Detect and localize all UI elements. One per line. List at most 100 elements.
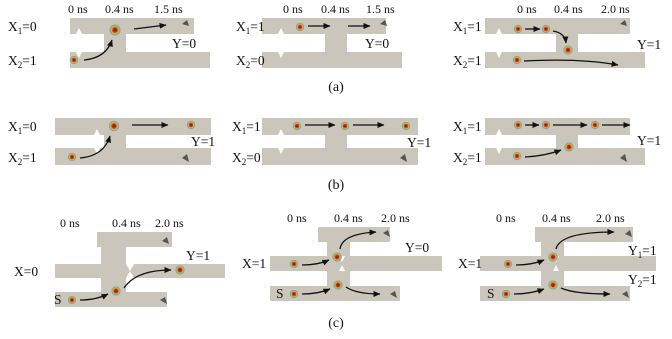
skyrmion (340, 121, 350, 131)
skyrmion (512, 55, 522, 65)
panel-c3: 0 ns 0.4 ns 2.0 ns X=1 S Y1=1 Y2=1 (458, 211, 657, 301)
panel-c1: 0 ns 0.4 ns 2.0 ns X=0 S Y=1 (14, 216, 225, 307)
panel-a1: 0 ns 0.4 ns 1.5 ns X1=0 X2=1 Y=0 (8, 2, 210, 70)
input-label-x1: X1=1 (453, 119, 482, 136)
time-label: 0.4 ns (321, 2, 350, 16)
time-label: 1.5 ns (366, 2, 395, 16)
panel-a3: 0 ns 0.4 ns 2.0 ns X1=1 X2=1 Y=1 (453, 2, 661, 70)
arrow (79, 135, 112, 159)
output-label: Y=1 (637, 133, 661, 148)
input-label-x1: X1=1 (232, 119, 261, 136)
time-label: 2.0 ns (155, 216, 184, 230)
arrow (123, 267, 172, 289)
skyrmion (563, 45, 573, 55)
arrow (555, 229, 615, 250)
time-label: 0.4 ns (112, 216, 141, 230)
skyrmion (503, 259, 513, 269)
input-label-x2: X2=1 (453, 150, 482, 167)
arrow (301, 288, 331, 295)
source-label: S (54, 292, 62, 307)
time-label: 0 ns (60, 216, 80, 230)
arrow (523, 59, 619, 67)
skyrmion (332, 252, 342, 262)
skyrmion (186, 120, 196, 130)
panel-c2: 0 ns 0.4 ns 2.0 ns X=1 S Y=0 (242, 211, 442, 301)
arrow (552, 30, 569, 44)
arrow (513, 288, 545, 295)
panel-b2: X1=1 X2=0 Y=1 (232, 118, 431, 167)
racetrack (262, 118, 418, 165)
panel-a2: 0 ns 0.4 ns 1.5 ns X1=1 X2=0 Y=0 (236, 2, 402, 70)
input-label-x1: X1=0 (8, 119, 37, 136)
skyrmion (590, 120, 600, 130)
input-label-x2: X2=0 (232, 150, 261, 167)
output-label-y1: Y1=1 (628, 243, 657, 260)
row-caption-c: (c) (328, 316, 344, 331)
arrow (133, 22, 167, 30)
racetrack (55, 118, 211, 165)
skyrmion (175, 265, 185, 275)
arrow (83, 39, 113, 61)
skyrmion (289, 259, 299, 269)
output-label: Y=0 (405, 240, 429, 255)
input-label-x2: X2=1 (453, 53, 482, 70)
skyrmion (541, 24, 551, 34)
input-label: X=1 (458, 256, 482, 271)
time-label: 0 ns (68, 2, 88, 16)
skyrmion (401, 121, 411, 131)
skyrmion (67, 152, 77, 162)
skyrmion (548, 280, 558, 290)
skyrmion (513, 24, 523, 34)
skyrmion (295, 22, 305, 32)
arrow (79, 293, 109, 301)
skyrmion (512, 151, 522, 161)
racetrack (70, 18, 210, 68)
arrow (339, 229, 377, 250)
panel-b1: X1=0 X2=1 Y=1 (8, 118, 215, 167)
skyrmion (109, 24, 121, 36)
skyrmion (69, 55, 79, 65)
skyrmion (548, 252, 558, 262)
skyrmion (501, 289, 511, 299)
output-label: Y=1 (191, 134, 215, 149)
time-label: 2.0 ns (381, 211, 410, 225)
skyrmion (564, 142, 574, 152)
racetrack (55, 232, 225, 307)
skyrmion (333, 280, 343, 290)
output-label-y2: Y2=1 (628, 272, 657, 289)
arrow (345, 286, 381, 297)
racetrack (262, 18, 402, 68)
skyrmion (292, 121, 302, 131)
output-label: Y=1 (637, 37, 661, 52)
skyrmion (111, 286, 121, 296)
skyrmion (541, 120, 551, 130)
arrow (560, 287, 611, 297)
input-label-x1: X1=0 (8, 19, 37, 36)
time-label: 0.4 ns (554, 2, 583, 16)
output-label: Y=1 (407, 135, 431, 150)
input-label-x2: X2=1 (8, 53, 37, 70)
input-label-x1: X1=1 (453, 19, 482, 36)
input-label-x1: X1=1 (236, 19, 265, 36)
time-label: 1.5 ns (154, 2, 183, 16)
time-label: 0.4 ns (105, 2, 134, 16)
output-label: Y=1 (186, 248, 210, 263)
time-label: 0 ns (496, 211, 516, 225)
output-label: Y=0 (365, 36, 389, 51)
time-label: 0 ns (517, 2, 537, 16)
skyrmion (67, 295, 77, 305)
panel-b3: X1=1 X2=1 Y=1 (453, 118, 661, 167)
row-caption-b: (b) (328, 178, 345, 193)
time-label: 2.0 ns (596, 211, 625, 225)
arrow (524, 149, 562, 158)
time-label: 0 ns (283, 2, 303, 16)
row-caption-a: (a) (328, 80, 344, 95)
input-label: X=1 (242, 256, 266, 271)
output-label: Y=0 (172, 36, 196, 51)
skyrmion (513, 120, 523, 130)
source-label: S (276, 286, 284, 301)
racetrack (270, 227, 442, 301)
arrow (301, 259, 330, 266)
source-label: S (487, 286, 495, 301)
